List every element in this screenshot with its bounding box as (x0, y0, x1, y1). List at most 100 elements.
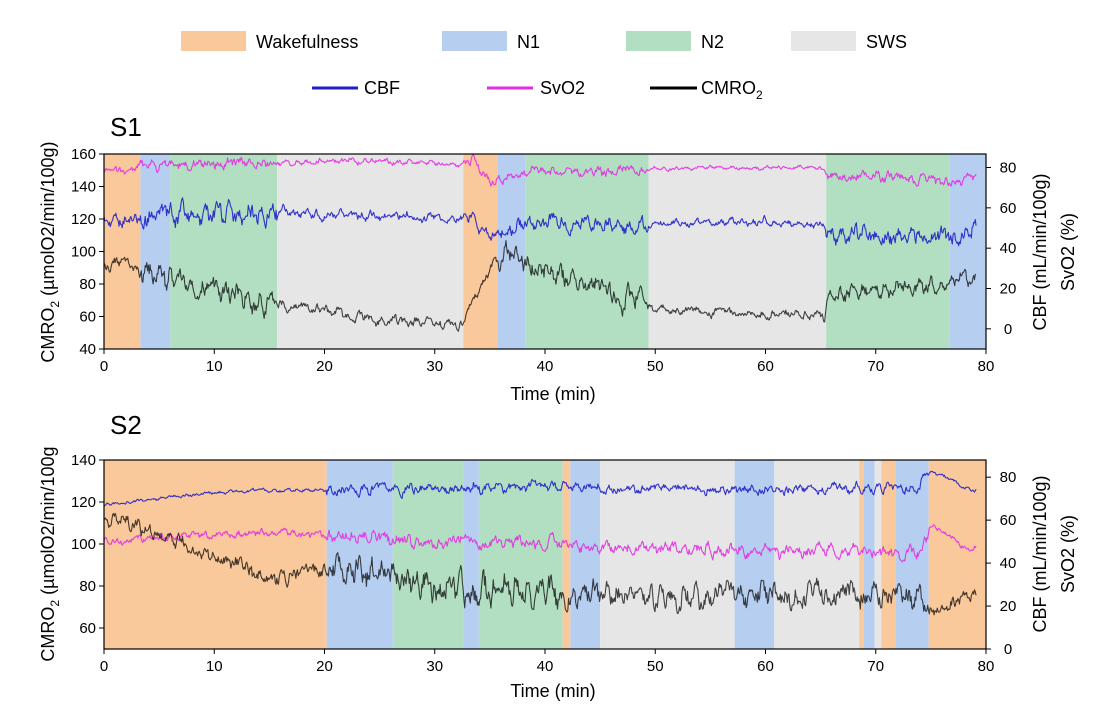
stage-band (600, 460, 735, 649)
chart-panel-s2: S2 0 10 20 30 40 50 60 70 80 60 80 100 120 140 0 20 40… (38, 410, 1078, 701)
y-tick-label-left: 160 (71, 146, 96, 163)
x-tick-label: 50 (647, 358, 664, 375)
legend-item-sws: SWS (791, 31, 907, 52)
x-tick-label: 80 (978, 358, 995, 375)
y-axis-label-right-2-s1: SvO2 (%) (1058, 213, 1078, 291)
x-ticks-s2: 0 10 20 30 40 50 60 70 80 (100, 649, 995, 675)
x-tick-label: 20 (316, 658, 333, 675)
stage-band (104, 154, 141, 349)
legend-swatch-n2 (626, 31, 691, 51)
stage-band (570, 460, 601, 649)
y-ticks-left-s2: 60 80 100 120 140 (71, 452, 104, 637)
stage-band (525, 154, 649, 349)
y-axis-label-left-s1-sub: 2 (48, 301, 62, 308)
y-ticks-right-s2: 0 20 40 60 80 (986, 469, 1016, 658)
y-tick-label-right: 60 (1000, 512, 1017, 529)
legend-item-svo2: SvO2 (487, 78, 585, 98)
stage-band (463, 460, 479, 649)
stage-band (562, 460, 571, 649)
x-tick-label: 40 (537, 658, 554, 675)
legend-label-sws: SWS (866, 32, 907, 52)
x-tick-label: 0 (100, 658, 108, 675)
y-axis-label-right-2-s2: SvO2 (%) (1058, 515, 1078, 593)
legend-label-svo2: SvO2 (540, 78, 585, 98)
y-axis-label-left-s2-sub: 2 (48, 600, 62, 607)
series-line-cmro2 (103, 512, 977, 616)
y-tick-label-left: 80 (79, 578, 96, 595)
x-tick-label: 30 (426, 658, 443, 675)
legend-label-wakefulness: Wakefulness (256, 32, 358, 52)
x-tick-label: 80 (978, 658, 995, 675)
y-tick-label-right: 40 (1000, 555, 1017, 572)
stage-band (478, 460, 563, 649)
x-tick-label: 0 (100, 358, 108, 375)
legend-item-n2: N2 (626, 31, 724, 52)
x-tick-label: 10 (206, 658, 223, 675)
stage-band (392, 460, 464, 649)
y-ticks-right-s1: 0 20 40 60 80 (986, 160, 1016, 338)
series-s1 (103, 153, 977, 332)
legend-label-cmro2-sub: 2 (756, 88, 763, 102)
legend-item-wakefulness: Wakefulness (181, 31, 358, 52)
y-axis-label-right-1-s2: CBF (mL/min/100g) (1030, 475, 1050, 632)
y-tick-label-left: 120 (71, 211, 96, 228)
y-tick-label-left: 100 (71, 244, 96, 261)
y-tick-label-left: 60 (79, 620, 96, 637)
y-tick-label-right: 80 (1000, 469, 1017, 486)
stage-bands-s1 (104, 154, 986, 349)
y-tick-label-right: 60 (1000, 200, 1017, 217)
legend-swatch-wakefulness (181, 31, 246, 51)
x-tick-label: 60 (757, 358, 774, 375)
legend-label-n2: N2 (701, 32, 724, 52)
legend-swatch-n1 (442, 31, 507, 51)
y-tick-label-right: 20 (1000, 281, 1017, 298)
stage-band (826, 154, 950, 349)
y-tick-label-left: 60 (79, 309, 96, 326)
stage-band (648, 154, 827, 349)
stage-band (104, 460, 327, 649)
y-axis-label-left-s1: CMRO2 (µmolO2/min/100g) (38, 141, 62, 362)
legend-item-n1: N1 (442, 31, 540, 52)
y-tick-label-left: 40 (79, 341, 96, 358)
x-tick-label: 70 (867, 658, 884, 675)
x-tick-label: 20 (316, 358, 333, 375)
stage-band (140, 154, 171, 349)
x-ticks-s1: 0 10 20 30 40 50 60 70 80 (100, 349, 995, 375)
y-tick-label-right: 80 (1000, 160, 1017, 177)
x-tick-label: 30 (426, 358, 443, 375)
series-s2 (103, 470, 977, 616)
chart-panel-s1: S1 0 10 20 30 40 50 60 70 80 406080100120140160 … (38, 112, 1078, 404)
stage-band (463, 154, 498, 349)
stage-band (895, 460, 929, 649)
x-tick-label: 10 (206, 358, 223, 375)
y-tick-label-right: 20 (1000, 598, 1017, 615)
y-ticks-left-s1: 40 60 80 100 120 140 160 (71, 146, 104, 358)
panel-title-s1: S1 (110, 112, 142, 142)
y-tick-label-left: 140 (71, 179, 96, 196)
stage-band (497, 154, 526, 349)
x-axis-label-s1: Time (min) (510, 384, 595, 404)
stage-band (859, 460, 864, 649)
y-tick-label-left: 120 (71, 494, 96, 511)
legend-item-cbf: CBF (312, 78, 400, 98)
series-line-cbf (103, 470, 977, 507)
stage-band (928, 460, 986, 649)
series-line-cbf (103, 197, 977, 247)
y-axis-label-right-1-s1: CBF (mL/min/100g) (1030, 173, 1050, 330)
x-tick-label: 70 (867, 358, 884, 375)
stage-band (277, 154, 464, 349)
legend-swatch-sws (791, 31, 856, 51)
stage-band (170, 154, 278, 349)
y-tick-label-left: 140 (71, 452, 96, 469)
y-tick-label-right: 40 (1000, 240, 1017, 257)
x-axis-label-s2: Time (min) (510, 681, 595, 701)
x-tick-label: 50 (647, 658, 664, 675)
series-line-svo2 (103, 524, 977, 563)
legend-label-cbf: CBF (364, 78, 400, 98)
y-tick-label-right: 0 (1004, 641, 1012, 658)
panel-title-s2: S2 (110, 410, 142, 440)
stage-band (949, 154, 986, 349)
legend-item-cmro2: CMRO2 (650, 78, 763, 102)
legend: Wakefulness N1 N2 SWS CBF SvO2 CMRO2 (181, 31, 907, 102)
